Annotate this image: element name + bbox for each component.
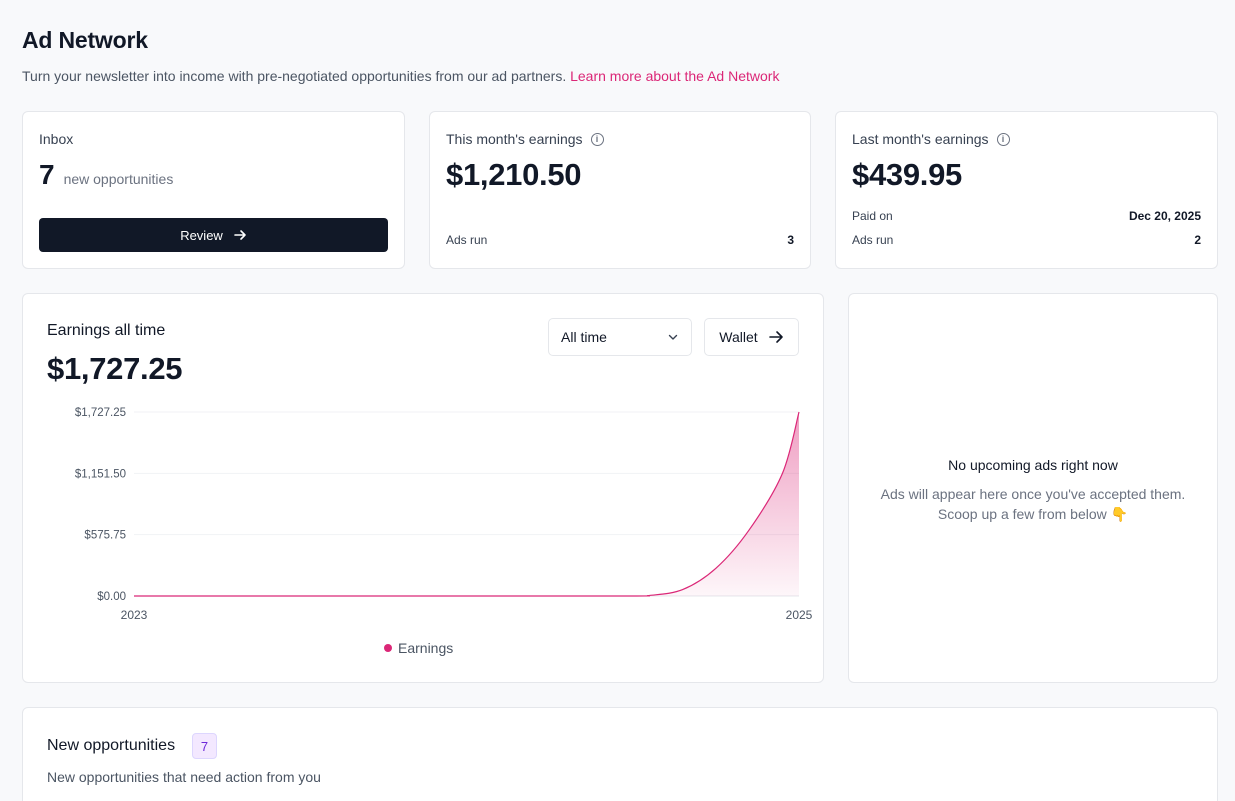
earnings-card: $0.00 $575.75 $1,151.50 $1,727.25 2023 2025 Ea…: [22, 293, 824, 683]
ads-run-label: Ads run: [852, 233, 894, 247]
info-icon[interactable]: i: [590, 132, 604, 146]
earnings-area: [134, 412, 799, 596]
legend-dot: [384, 644, 392, 652]
time-range-select[interactable]: All time: [548, 318, 692, 356]
x-tick-label: 2025: [786, 608, 813, 622]
y-tick-label: $0.00: [97, 591, 126, 603]
this-month-card: This month's earnings i $1,210.50 Ads ru…: [429, 111, 811, 269]
subtitle-text: Turn your newsletter into income with pr…: [22, 68, 567, 84]
inbox-count-text: new opportunities: [63, 171, 174, 187]
time-range-value: All time: [561, 329, 607, 345]
inbox-card: Inbox 7 new opportunities Review: [22, 111, 405, 269]
legend-label: Earnings: [398, 640, 453, 656]
learn-more-link[interactable]: Learn more about the Ad Network: [570, 68, 780, 84]
this-month-amount: $1,210.50: [446, 157, 582, 192]
empty-state-line-1: Ads will appear here once you've accepte…: [880, 486, 1186, 502]
y-tick-label: $1,727.25: [75, 407, 126, 419]
page-subtitle: Turn your newsletter into income with pr…: [22, 68, 779, 84]
earnings-label: Earnings all time: [47, 322, 166, 339]
ads-run-label: Ads run: [446, 233, 488, 247]
arrow-right-icon: [768, 331, 783, 343]
arrow-right-icon: [234, 230, 246, 240]
ads-run-value: 3: [787, 233, 794, 247]
empty-state-title: No upcoming ads right now: [948, 457, 1118, 473]
inbox-summary: 7 new opportunities: [39, 159, 173, 191]
wallet-button-label: Wallet: [719, 329, 758, 345]
opportunities-title: New opportunities: [47, 737, 176, 754]
last-month-ads-run-row: Ads run 2: [852, 233, 1201, 247]
empty-state-text: Ads will appear here once you've accepte…: [849, 484, 1217, 524]
upcoming-ads-card: No upcoming ads right now Ads will appea…: [848, 293, 1218, 683]
page-title: Ad Network: [22, 27, 148, 53]
earnings-chart: $0.00 $575.75 $1,151.50 $1,727.25 2023 2025 Ea…: [75, 407, 813, 656]
x-tick-label: 2023: [121, 608, 148, 622]
opportunities-subtitle: New opportunities that need action from …: [47, 769, 321, 785]
last-month-label-row: Last month's earnings i: [852, 131, 1010, 147]
review-button[interactable]: Review: [39, 218, 388, 252]
paid-on-label: Paid on: [852, 209, 893, 223]
earnings-total: $1,727.25: [47, 351, 183, 386]
inbox-count: 7: [39, 159, 55, 190]
last-month-amount: $439.95: [852, 157, 962, 192]
ads-run-value: 2: [1194, 233, 1201, 247]
this-month-label: This month's earnings: [446, 131, 583, 147]
review-button-label: Review: [180, 227, 223, 243]
y-tick-label: $1,151.50: [75, 468, 126, 480]
earnings-line: [134, 411, 800, 597]
wallet-button[interactable]: Wallet: [704, 318, 799, 356]
inbox-label: Inbox: [39, 131, 74, 147]
paid-on-row: Paid on Dec 20, 2025: [852, 209, 1201, 223]
new-opportunities-card: New opportunities 7 New opportunities th…: [22, 707, 1218, 801]
paid-on-value: Dec 20, 2025: [1128, 209, 1201, 223]
this-month-label-row: This month's earnings i: [446, 131, 604, 147]
empty-state-line-2: Scoop up a few from below 👇: [937, 506, 1129, 522]
info-icon[interactable]: i: [996, 132, 1010, 146]
chevron-down-icon: [668, 334, 678, 340]
y-tick-label: $575.75: [84, 530, 126, 542]
last-month-card: Last month's earnings i $439.95 Paid on …: [835, 111, 1218, 269]
this-month-ads-run-row: Ads run 3: [446, 233, 794, 247]
last-month-label: Last month's earnings: [852, 131, 989, 147]
opportunities-count-badge: 7: [192, 733, 217, 759]
